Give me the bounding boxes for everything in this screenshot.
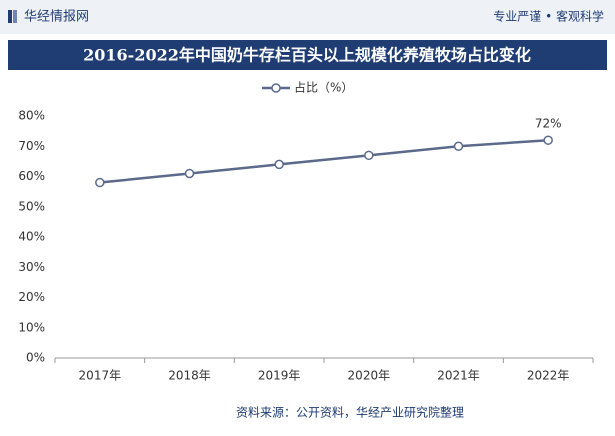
y-tick-label: 70%	[18, 139, 45, 153]
brand: 华经情报网	[24, 10, 89, 25]
x-tick-label: 2020年	[348, 369, 391, 383]
x-tick-label: 2022年	[527, 369, 570, 383]
point	[453, 141, 464, 151]
source: 资料来源：公开资料，华经产业研究院整理	[236, 405, 464, 420]
data-label: 72%	[535, 117, 562, 131]
x-tick-label: 2021年	[437, 369, 480, 383]
y-tick-label: 80%	[18, 109, 45, 123]
y-tick-label: 0%	[26, 351, 45, 365]
legend-label: 占比（%）	[294, 80, 353, 95]
y-tick-label: 50%	[18, 199, 45, 213]
point	[274, 159, 284, 170]
logo-mark	[13, 10, 17, 23]
y-tick-label: 10%	[18, 320, 45, 334]
y-tick-label: 30%	[18, 260, 45, 274]
legend-marker	[271, 83, 281, 93]
point	[184, 168, 195, 179]
point	[364, 150, 374, 161]
x-tick-label: 2017年	[79, 369, 122, 383]
y-tick-label: 20%	[18, 290, 45, 304]
y-tick-label: 60%	[18, 169, 45, 183]
header-bar	[0, 0, 615, 34]
y-tick-label: 40%	[18, 230, 45, 244]
chart-title: 2016-2022年中国奶牛存栏百头以上规模化养殖牧场占比变化	[83, 46, 531, 65]
point	[95, 177, 105, 188]
x-tick-label: 2019年	[258, 369, 301, 383]
point	[543, 135, 553, 145]
line	[99, 138, 549, 184]
logo-mark	[8, 10, 12, 23]
title-banner	[8, 40, 607, 70]
slogan: 专业严谨 • 客观科学	[493, 9, 604, 24]
x-tick-label: 2018年	[168, 369, 211, 383]
